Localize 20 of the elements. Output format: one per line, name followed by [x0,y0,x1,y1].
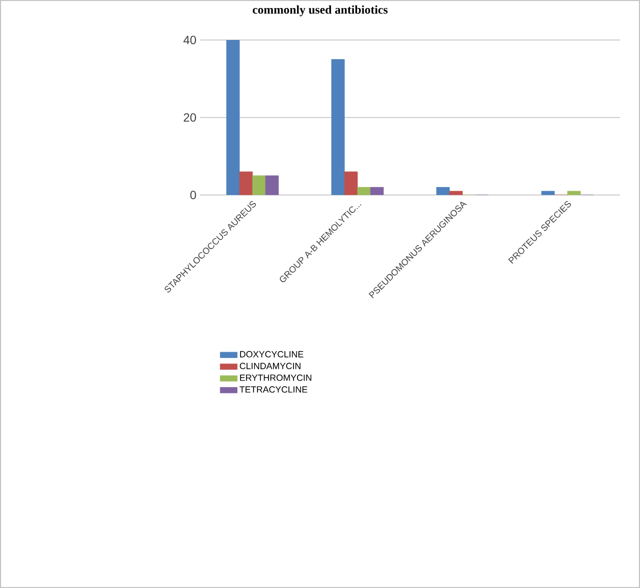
bar [265,175,279,195]
bar [436,187,450,195]
bar [226,40,240,195]
bar [239,172,253,195]
legend-label: DOXYCYCLINE [240,351,304,358]
y-tick-label: 40 [183,36,196,44]
bar [567,190,581,195]
bar [449,190,463,195]
bar [541,190,555,195]
legend-label: TETRACYCLINE [240,386,308,393]
bar [331,59,345,195]
legend-label: ERYTHROMYCIN [240,374,312,381]
bar [357,187,371,195]
y-tick-label: 20 [184,113,196,122]
legend-label: CLINDAMYCIN [240,362,300,370]
bar [370,187,384,195]
chart-title: commonly used antibiotics [252,5,388,16]
bar [252,175,266,195]
bar [344,172,358,195]
y-tick-label: 0 [190,190,196,200]
